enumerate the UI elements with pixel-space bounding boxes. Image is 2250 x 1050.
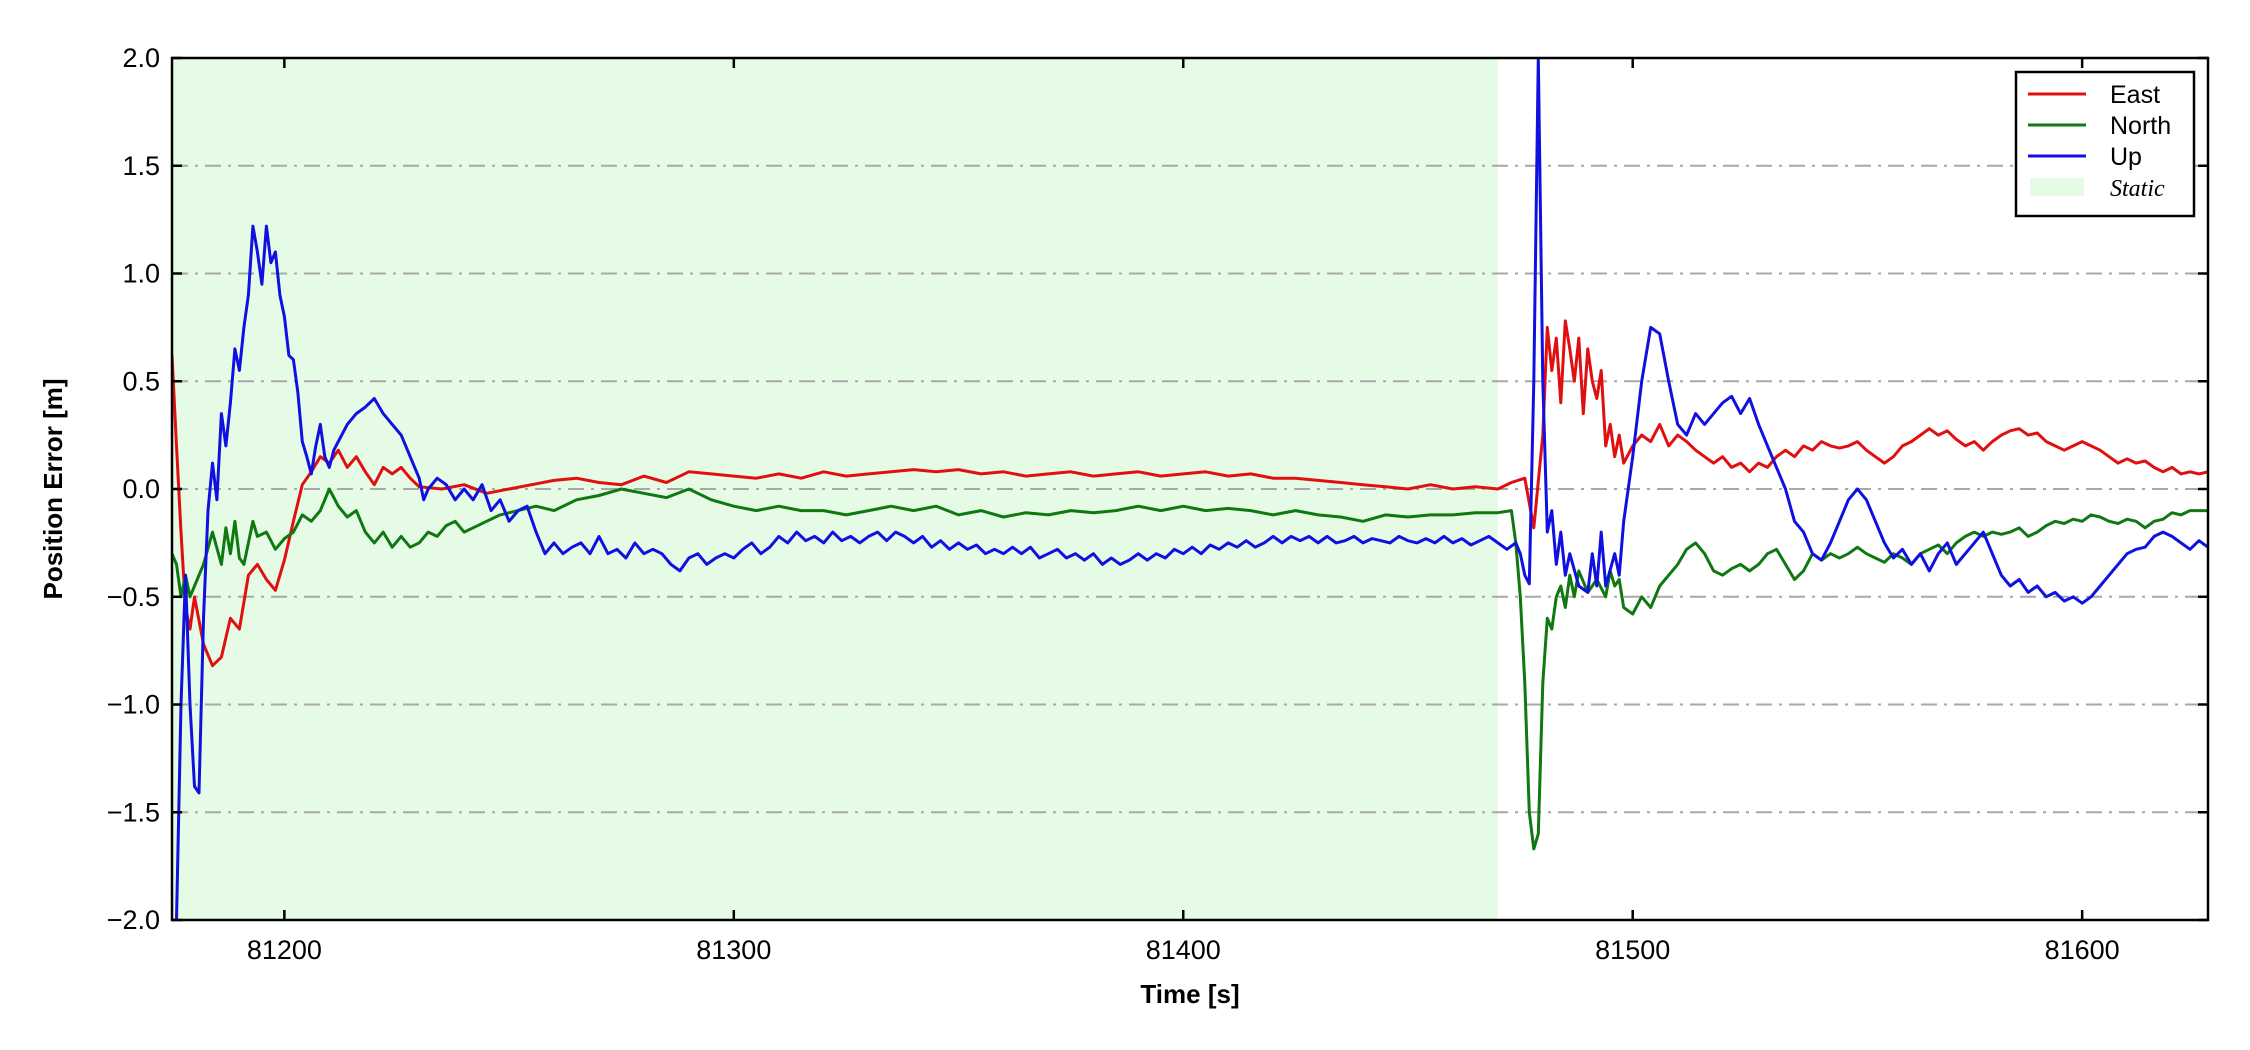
y-tick-label-8: 2.0	[122, 43, 160, 73]
y-tick-label-7: 1.5	[122, 151, 160, 181]
series-line-north	[172, 487, 2208, 851]
legend-static-label: Static	[2110, 176, 2165, 202]
y-tick-label-4: 0.0	[122, 474, 160, 504]
series-line-east	[172, 319, 2208, 668]
y-tick-label-1: −1.5	[107, 797, 160, 827]
x-tick-label-0: 81200	[247, 935, 322, 965]
grid	[172, 164, 2208, 814]
y-tick-label-2: −1.0	[107, 690, 160, 720]
legend-static-swatch	[2030, 178, 2084, 196]
y-tick-label-5: 0.5	[122, 366, 160, 396]
ticks: 81200 81300 81400 81500 81600 −2.0 −1.5 −1.0 −0.…	[107, 43, 2208, 965]
y-tick-label-3: −0.5	[107, 582, 160, 612]
y-tick-label-0: −2.0	[107, 905, 160, 935]
y-axis-label: Position Error [m]	[38, 378, 68, 599]
x-tick-label-1: 81300	[696, 935, 771, 965]
y-tick-label-6: 1.0	[122, 259, 160, 289]
legend-east-label: East	[2110, 81, 2160, 109]
series-layer	[172, 58, 2208, 920]
x-tick-label-4: 81600	[2045, 935, 2120, 965]
x-axis-label: Time [s]	[1140, 979, 1239, 1009]
x-tick-label-2: 81400	[1146, 935, 1221, 965]
legend-north-label: North	[2110, 112, 2171, 140]
x-tick-label-3: 81500	[1595, 935, 1670, 965]
legend: East North Up Static	[2014, 70, 2196, 218]
legend-up-label: Up	[2110, 143, 2142, 171]
series-line-up	[175, 58, 2208, 920]
